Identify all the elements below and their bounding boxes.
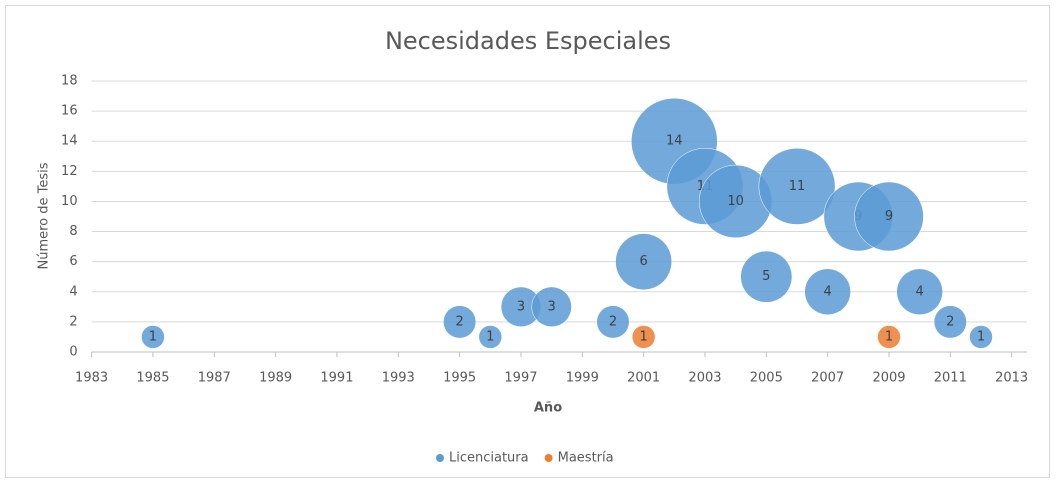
- data-label: 11: [789, 179, 806, 194]
- x-tick-label: 1987: [198, 371, 231, 386]
- x-tick-label: 2007: [811, 371, 844, 386]
- data-label: 4: [824, 284, 832, 299]
- x-tick-label: 1999: [566, 371, 599, 386]
- x-axis-label: Año: [534, 401, 562, 416]
- x-tick-label: 1985: [136, 371, 169, 386]
- bubble: [854, 181, 924, 252]
- bubble: [478, 325, 503, 349]
- chart-title: Necesidades Especiales: [385, 27, 671, 55]
- x-tick-label: 2013: [995, 371, 1028, 386]
- data-label: 3: [547, 299, 555, 314]
- x-tick-label: 2009: [872, 371, 905, 386]
- data-label: 1: [149, 329, 157, 344]
- data-label: 3: [517, 299, 525, 314]
- data-label: 1: [639, 329, 647, 344]
- x-tick-label: 1995: [443, 371, 476, 386]
- x-tick-label: 2011: [934, 371, 967, 386]
- bubble: [631, 325, 656, 349]
- x-tick-label: 1983: [75, 371, 108, 386]
- bubble: [758, 148, 836, 225]
- x-tick-label: 1993: [382, 371, 415, 386]
- bubble: [740, 250, 793, 303]
- data-label: 9: [885, 209, 893, 224]
- legend-marker: [436, 454, 444, 462]
- data-label: 4: [916, 284, 924, 299]
- data-label: 14: [666, 134, 683, 149]
- bubble: [896, 268, 943, 316]
- y-tick-label: 16: [61, 104, 78, 119]
- x-tick-label: 2003: [688, 371, 721, 386]
- data-label: 1: [486, 329, 494, 344]
- data-label: 2: [946, 314, 954, 329]
- data-label: 2: [455, 314, 463, 329]
- x-tick-label: 1989: [259, 371, 292, 386]
- bubble: [443, 305, 477, 339]
- legend-label: Maestría: [558, 451, 614, 466]
- bubble: [531, 286, 572, 327]
- data-label: 1: [977, 329, 985, 344]
- bubble: [969, 325, 993, 349]
- y-tick-label: 14: [61, 134, 78, 149]
- x-tick-label: 2001: [627, 371, 660, 386]
- legend-label: Licenciatura: [449, 451, 529, 466]
- x-tick-label: 1991: [320, 371, 353, 386]
- data-label: 5: [762, 269, 770, 284]
- data-label: 10: [727, 194, 744, 209]
- bubble: [615, 233, 673, 291]
- data-label: 1: [885, 329, 893, 344]
- x-tick-label: 1997: [504, 371, 537, 386]
- legend-marker: [544, 454, 553, 462]
- data-label: 6: [639, 254, 647, 269]
- y-tick-label: 12: [61, 164, 78, 179]
- bubble: [933, 305, 967, 339]
- y-tick-label: 0: [69, 345, 77, 360]
- y-tick-label: 2: [69, 314, 77, 329]
- bubble: [141, 325, 165, 349]
- y-tick-label: 6: [69, 254, 77, 269]
- y-tick-label: 4: [69, 284, 77, 299]
- bubble: [877, 325, 901, 349]
- y-tick-label: 8: [69, 224, 77, 239]
- bubble: [596, 305, 630, 339]
- y-axis-label: Número de Tesis: [37, 162, 52, 269]
- x-tick-label: 2005: [750, 371, 783, 386]
- y-tick-label: 10: [61, 194, 78, 209]
- bubble: [804, 268, 851, 316]
- data-label: 2: [609, 314, 617, 329]
- y-tick-label: 18: [61, 74, 78, 89]
